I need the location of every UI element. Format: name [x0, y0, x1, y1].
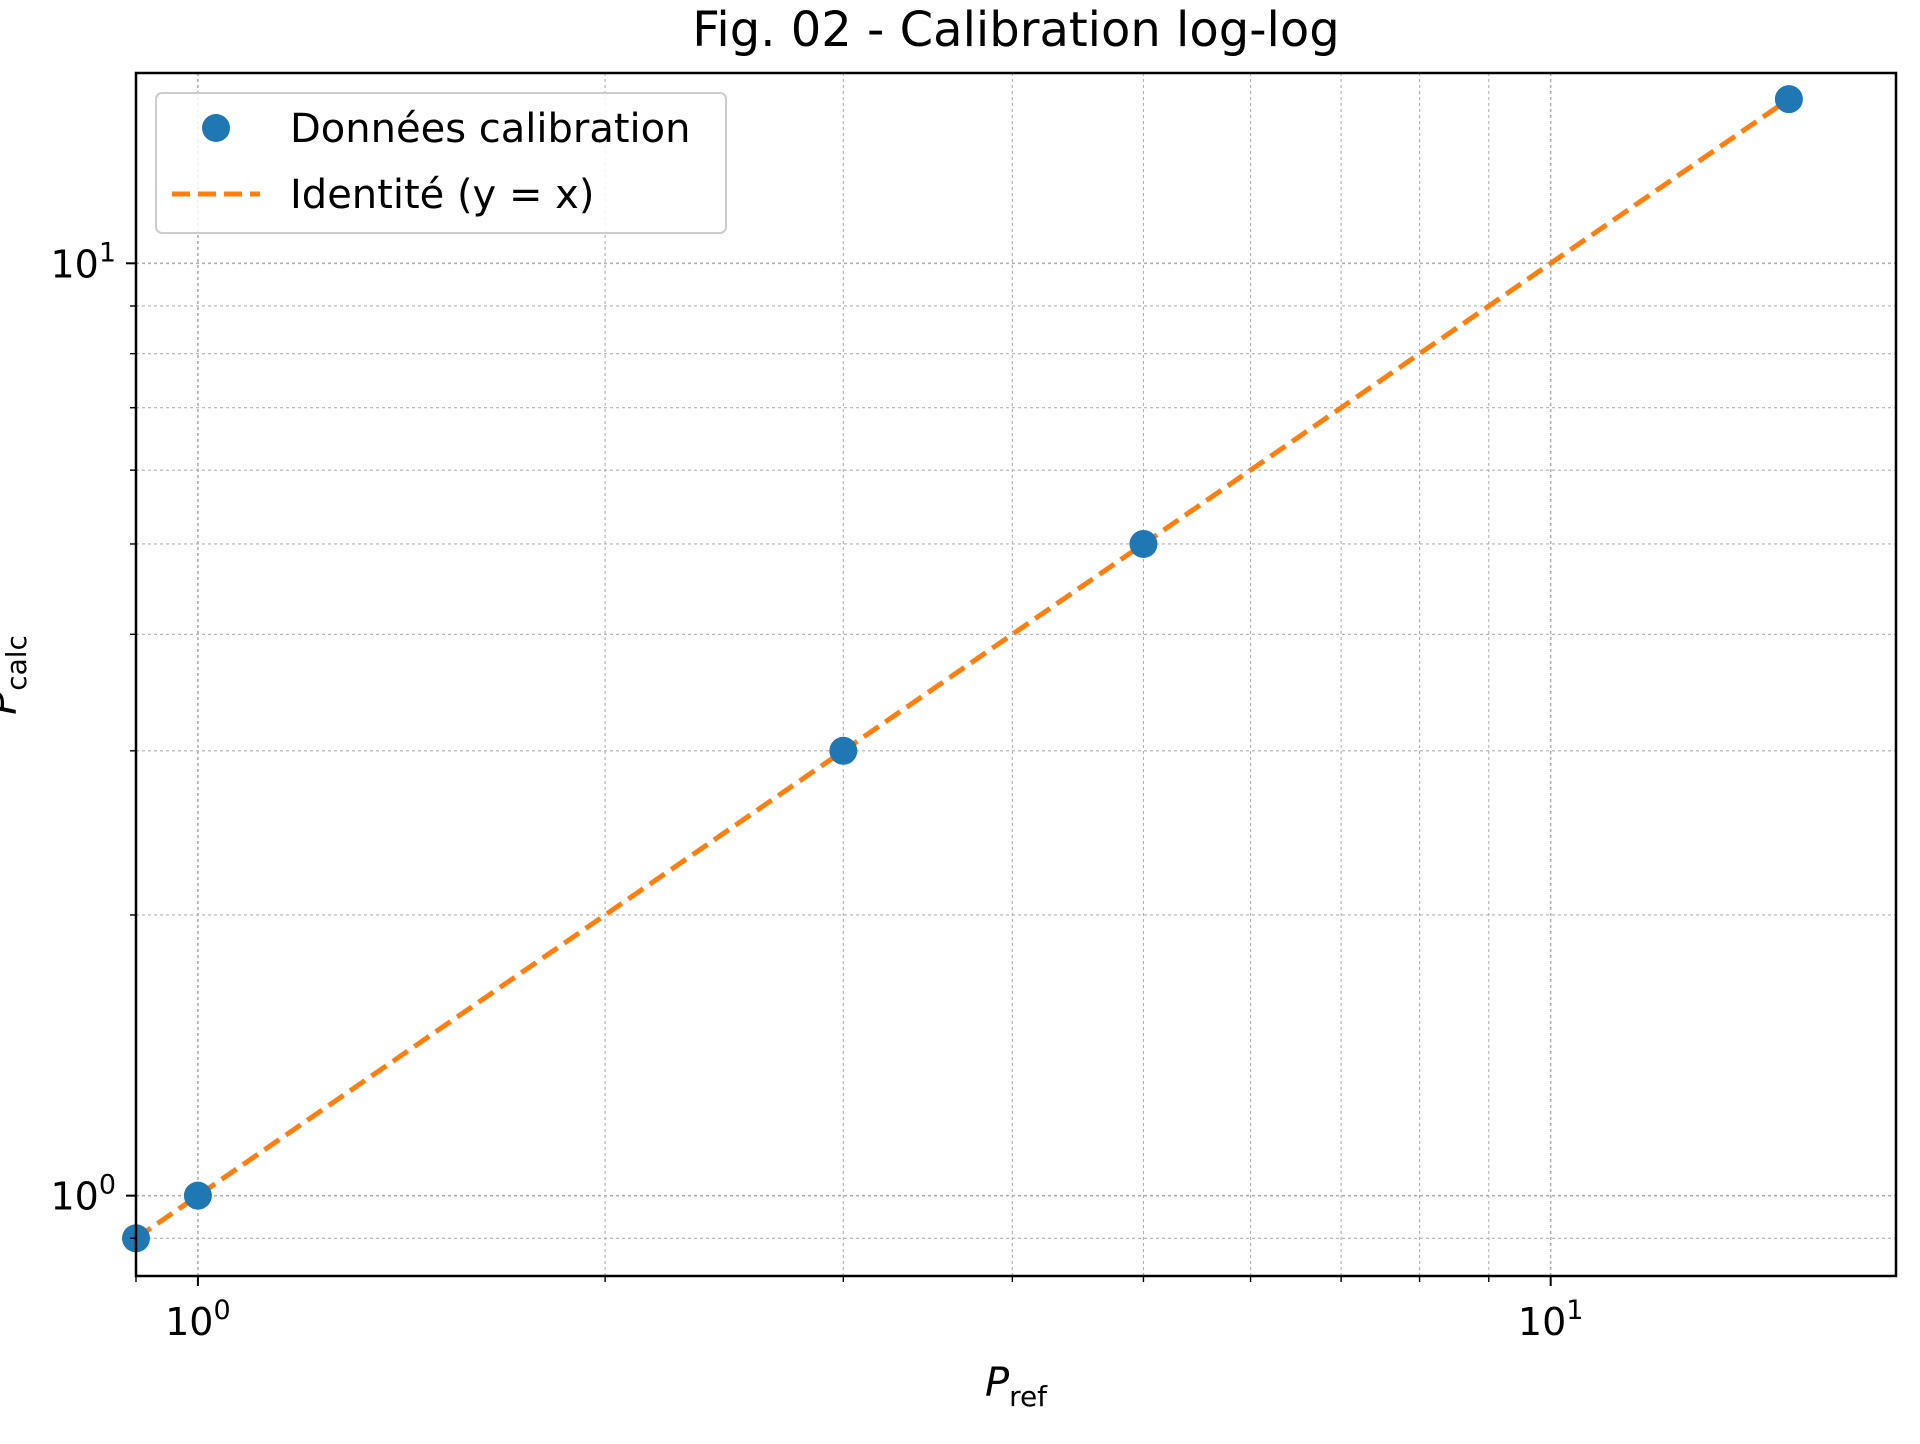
legend: Données calibration Identité (y = x) [155, 92, 727, 234]
scatter-point [1129, 529, 1158, 558]
y-tick-label: 100 [50, 1170, 116, 1219]
x-axis-label-symbol: P [985, 1360, 1010, 1406]
scatter-point [829, 736, 858, 765]
legend-label-line: Identité (y = x) [290, 172, 594, 218]
plot-frame [134, 71, 1898, 1278]
legend-frame [155, 92, 727, 234]
axis-ticks: 100 101 100 101 [50, 237, 1583, 1344]
y-tick-label: 101 [50, 237, 116, 286]
scatter-point [1774, 85, 1803, 114]
grid-lines [135, 73, 1896, 1276]
chart-title: Fig. 02 - Calibration log-log [692, 2, 1339, 58]
legend-marker-scatter [202, 114, 230, 142]
y-axis-label: Pcalc [0, 635, 33, 715]
identity-line [134, 97, 1791, 1241]
x-tick-label: 100 [165, 1295, 231, 1344]
legend-label-scatter: Données calibration [290, 106, 690, 152]
x-axis-label-subscript: ref [1009, 1380, 1048, 1413]
y-axis-label-symbol: P [0, 690, 26, 715]
y-axis-label-subscript: calc [0, 635, 33, 691]
x-tick-label: 101 [1518, 1295, 1584, 1344]
x-axis-label: Pref [985, 1360, 1048, 1413]
scatter-point [183, 1181, 212, 1210]
plot-series [122, 85, 1803, 1253]
